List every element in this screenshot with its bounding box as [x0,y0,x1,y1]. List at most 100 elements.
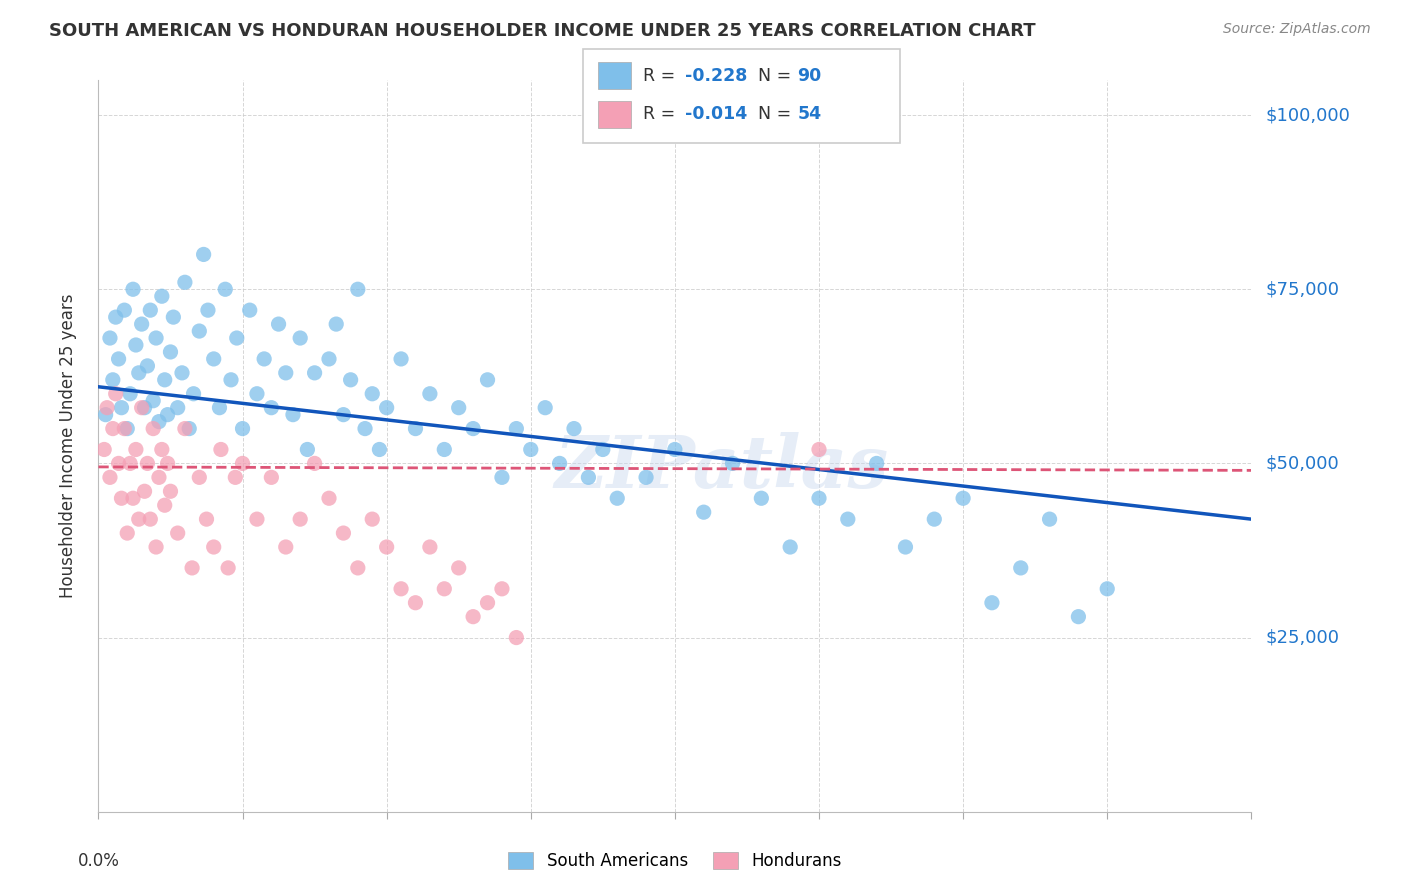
Point [139,512,162,526]
Point [104,386,127,401]
Point [214,282,236,296]
Point [117,526,139,541]
Point [225,331,247,345]
Point [354,421,377,435]
Point [125,442,148,457]
Point [433,442,456,457]
Point [117,421,139,435]
Point [260,470,283,484]
Point [375,401,398,415]
Point [808,491,831,506]
Point [101,421,124,435]
Point [346,561,368,575]
Point [260,401,283,415]
Point [96,401,118,415]
Point [461,421,484,435]
Text: Source: ZipAtlas.com: Source: ZipAtlas.com [1223,22,1371,37]
Point [148,470,170,484]
Point [112,303,135,318]
Point [534,401,557,415]
Point [166,401,188,415]
Point [98,470,121,484]
Text: -0.228: -0.228 [685,67,747,85]
Point [179,421,201,435]
Point [209,442,232,457]
Point [125,338,148,352]
Point [693,505,716,519]
Point [134,484,156,499]
Point [318,351,340,366]
Point [181,561,204,575]
Point [170,366,193,380]
Point [150,289,173,303]
Point [636,470,658,484]
Point [837,512,859,526]
Point [107,457,129,471]
Point [477,596,499,610]
Point [361,386,384,401]
Point [93,442,115,457]
Point [122,491,145,506]
Point [139,303,162,318]
Point [1097,582,1119,596]
Text: N =: N = [758,105,797,123]
Point [98,331,121,345]
Point [224,470,246,484]
Point [721,457,744,471]
Point [188,324,211,338]
Text: 90: 90 [797,67,821,85]
Point [433,582,456,596]
Legend: South Americans, Hondurans: South Americans, Hondurans [502,845,848,877]
Point [281,408,304,422]
Point [447,401,470,415]
Point [461,609,484,624]
Point [664,442,686,457]
Point [361,512,384,526]
Point [136,359,159,373]
Point [145,331,167,345]
Point [202,540,225,554]
Point [491,582,513,596]
Point [136,457,159,471]
Point [150,442,173,457]
Point [346,282,368,296]
Y-axis label: Householder Income Under 25 years: Householder Income Under 25 years [59,293,77,599]
Point [156,457,179,471]
Point [253,351,276,366]
Point [193,247,215,261]
Point [131,317,153,331]
Point [405,421,427,435]
Point [274,366,297,380]
Point [159,345,181,359]
Point [368,442,391,457]
Point [477,373,499,387]
Point [751,491,773,506]
Text: R =: R = [643,67,681,85]
Point [202,351,225,366]
Text: 54: 54 [797,105,821,123]
Point [274,540,297,554]
Point [219,373,242,387]
Point [174,275,197,289]
Point [304,366,326,380]
Point [952,491,974,506]
Text: R =: R = [643,105,681,123]
Text: $75,000: $75,000 [1265,280,1340,298]
Point [894,540,917,554]
Point [866,457,889,471]
Text: $100,000: $100,000 [1265,106,1350,124]
Point [94,408,117,422]
Point [419,386,441,401]
Point [339,373,361,387]
Point [217,561,239,575]
Point [297,442,319,457]
Point [188,470,211,484]
Point [447,561,470,575]
Point [548,457,571,471]
Point [131,401,153,415]
Point [239,303,262,318]
Point [195,512,218,526]
Point [1067,609,1090,624]
Point [981,596,1004,610]
Point [389,351,412,366]
